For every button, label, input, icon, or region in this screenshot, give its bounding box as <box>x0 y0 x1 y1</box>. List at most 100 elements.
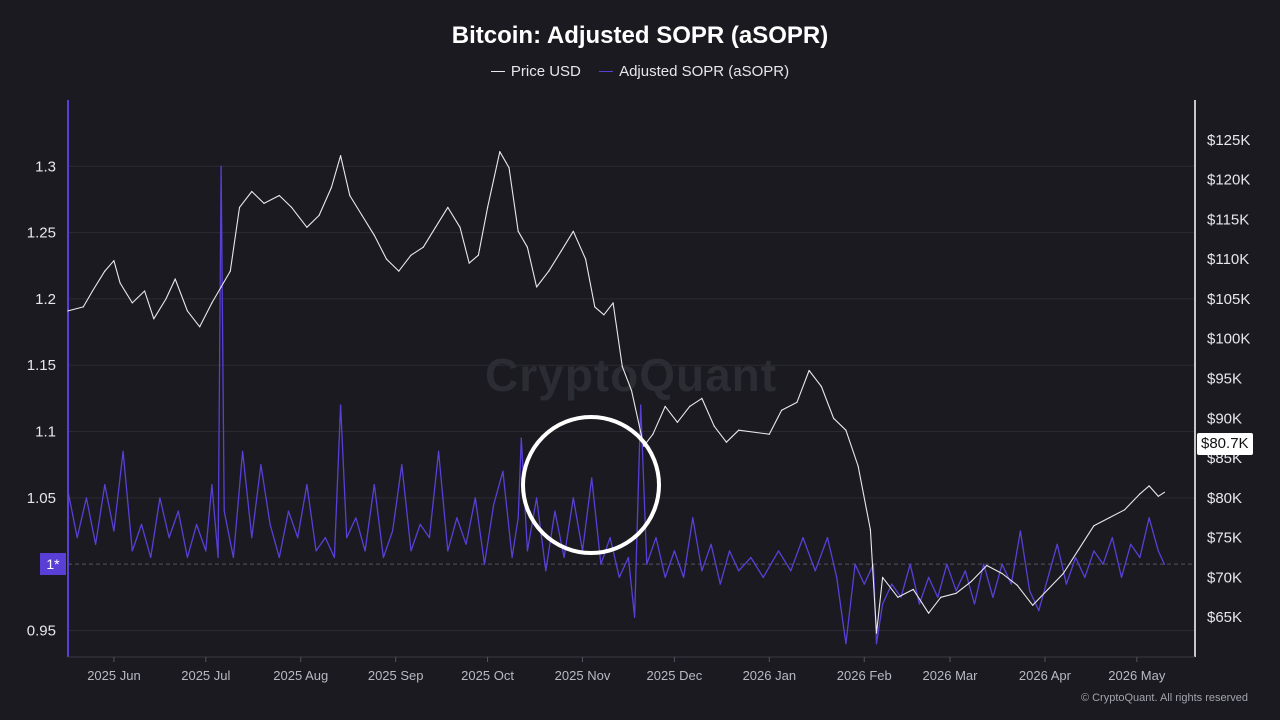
copyright-text: © CryptoQuant. All rights reserved <box>1080 692 1248 704</box>
price-point <box>477 254 479 256</box>
price-point <box>857 465 859 467</box>
price-point <box>572 230 574 232</box>
price-point <box>1062 572 1064 575</box>
asopr-point <box>364 550 366 552</box>
asopr-point <box>315 550 317 552</box>
asopr-point <box>340 404 342 406</box>
y-right-tick-label: $100K <box>1207 331 1250 348</box>
x-tick-label: 2025 Jun <box>87 668 141 683</box>
asopr-point <box>104 484 106 486</box>
y-left-tick-badge-one: 1* <box>40 553 66 576</box>
asopr-point <box>946 563 948 565</box>
axes <box>67 100 1196 658</box>
price-point <box>738 429 740 431</box>
asopr-point <box>465 543 467 545</box>
price-point <box>1124 509 1126 511</box>
asopr-point <box>220 165 222 167</box>
chart-title: Bitcoin: Adjusted SOPR (aSOPR) <box>451 22 829 49</box>
price-point <box>153 318 155 320</box>
asopr-point <box>554 510 556 512</box>
asopr-point <box>1148 517 1150 519</box>
asopr-point <box>438 450 440 452</box>
y-axis-left-ticks: 1.3 1.25 1.2 1.15 1.1 1.05 0.95 <box>27 158 56 639</box>
asopr-point <box>872 563 875 565</box>
y-axis-right-ticks: $125K $120K $115K $110K $105K $100K $95K $90K $8… <box>1207 132 1250 626</box>
asopr-point <box>324 537 326 539</box>
price-point <box>940 596 942 598</box>
asopr-point <box>790 570 792 572</box>
asopr-point <box>854 563 856 565</box>
price-point <box>398 270 400 272</box>
price-point <box>340 155 342 157</box>
asopr-point <box>205 550 207 552</box>
y-right-tick-label: $70K <box>1207 569 1242 586</box>
x-axis-ticks: 2025 Jun 2025 Jul 2025 Aug 2025 Sep 2025 Oct… <box>87 657 1166 683</box>
asopr-point <box>251 537 253 539</box>
asopr-point <box>526 550 529 552</box>
current-price-badge: $80.7K <box>1197 433 1253 455</box>
y-right-tick-label: $105K <box>1207 291 1250 308</box>
asopr-point <box>520 437 522 439</box>
price-point <box>67 310 69 312</box>
price-point <box>548 270 550 272</box>
price-point <box>1148 485 1150 487</box>
highlight-circle <box>521 415 661 555</box>
asopr-point <box>983 563 985 565</box>
asopr-point <box>536 497 538 499</box>
price-point <box>199 326 201 328</box>
legend-swatch-price <box>490 70 505 72</box>
asopr-point <box>863 583 865 585</box>
price-point <box>82 306 84 308</box>
price-point <box>186 310 188 312</box>
asopr-point <box>67 490 69 492</box>
y-right-tick-label: $65K <box>1207 609 1242 626</box>
asopr-point <box>591 477 593 479</box>
price-point <box>1108 517 1110 519</box>
price-point <box>263 202 265 204</box>
price-point <box>630 389 633 391</box>
legend-swatch-asopr <box>599 70 614 72</box>
asopr-point <box>346 537 348 539</box>
y-right-tick-label: $125K <box>1207 132 1250 149</box>
asopr-point <box>891 583 893 585</box>
asopr-point <box>140 523 143 526</box>
asopr-point <box>150 556 152 559</box>
asopr-point <box>1038 610 1040 612</box>
x-tick-label: 2026 Feb <box>837 668 892 683</box>
price-point <box>808 369 810 372</box>
asopr-point <box>196 523 198 526</box>
price-point <box>1001 572 1003 575</box>
price-point <box>251 190 253 193</box>
asopr-point <box>673 550 676 552</box>
price-point <box>621 366 623 368</box>
asopr-point <box>1084 576 1086 579</box>
price-point <box>526 246 529 248</box>
legend-item-asopr[interactable]: Adjusted SOPR (aSOPR) <box>599 63 789 80</box>
y-left-tick-label: 1.25 <box>27 225 56 242</box>
x-tick-label: 2026 May <box>1108 668 1166 683</box>
price-point <box>970 580 973 583</box>
price-point <box>869 529 872 531</box>
asopr-point <box>918 603 921 605</box>
asopr-point <box>502 470 504 472</box>
asopr-point <box>373 484 375 486</box>
asopr-point <box>1157 550 1159 552</box>
asopr-point <box>728 550 731 552</box>
asopr-point <box>683 576 685 579</box>
price-point <box>144 290 146 292</box>
asopr-point <box>618 576 620 579</box>
x-tick-label: 2025 Dec <box>647 668 703 683</box>
asopr-point <box>836 576 838 579</box>
price-point <box>1032 604 1034 606</box>
asopr-point <box>777 550 780 552</box>
asopr-point <box>600 563 602 565</box>
legend-label-price: Price USD <box>510 63 581 80</box>
price-point <box>1078 549 1080 551</box>
y-right-tick-label: $90K <box>1207 410 1242 427</box>
price-point <box>119 282 121 284</box>
price-point <box>104 270 106 272</box>
asopr-point <box>1065 583 1067 585</box>
legend-item-price[interactable]: Price USD <box>490 63 581 80</box>
asopr-point <box>609 537 611 539</box>
price-point <box>1047 588 1049 591</box>
